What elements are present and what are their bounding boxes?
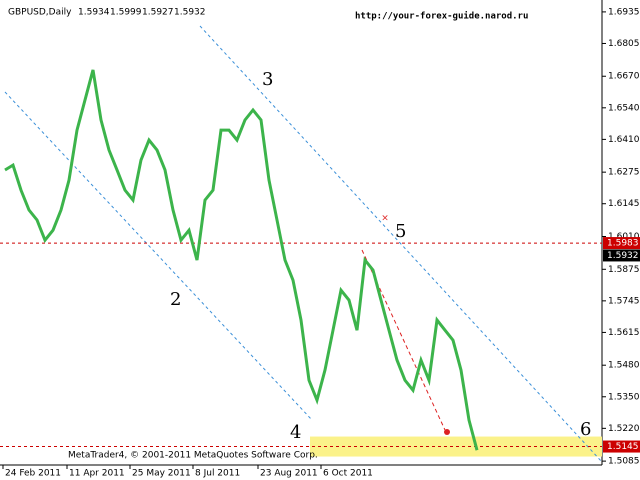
y-tick-label: 1.5350 — [608, 392, 640, 402]
high: 1.5999 — [110, 8, 142, 18]
wave-label: 5 — [395, 221, 406, 242]
low: 1.5927 — [142, 8, 174, 18]
y-tick-label: 1.6275 — [608, 168, 640, 178]
arrow-head — [444, 429, 450, 435]
footer: MetaTrader4, © 2001-2011 MetaQuotes Soft… — [68, 451, 318, 461]
level-box — [603, 237, 640, 250]
x-tick-label: 25 May 2011 — [132, 469, 191, 479]
wave-label: 4 — [290, 422, 301, 443]
last-price-label: 1.5932 — [607, 251, 639, 261]
y-tick-label: 1.5220 — [608, 424, 640, 434]
trend-line — [4, 91, 313, 421]
y-tick-label: 1.6935 — [608, 7, 640, 17]
level-label: 1.5145 — [607, 442, 639, 452]
wave-label: 6 — [580, 419, 591, 440]
y-tick-label: 1.5085 — [608, 457, 640, 467]
y-tick-label: 1.5615 — [608, 328, 640, 338]
x-tick-label: 23 Aug 2011 — [260, 469, 318, 479]
x-tick-label: 11 Apr 2011 — [69, 469, 125, 479]
level-box — [603, 440, 640, 453]
y-tick-label: 1.5480 — [608, 361, 640, 371]
forecast-arrow — [361, 249, 446, 431]
y-tick-label: 1.6540 — [608, 103, 640, 113]
watermark: http://your-forex-guide.narod.ru — [355, 11, 528, 22]
trend-line — [199, 25, 603, 463]
y-tick-label: 1.6805 — [608, 39, 640, 49]
y-tick-label: 1.6670 — [608, 72, 640, 82]
x-tick-label: 24 Feb 2011 — [5, 469, 61, 479]
price-line — [4, 69, 479, 451]
close: 1.5932 — [174, 8, 206, 18]
wave-label: 3 — [262, 69, 273, 90]
x-tick-label: 6 Oct 2011 — [323, 469, 373, 479]
y-tick-label: 1.6145 — [608, 199, 640, 209]
y-tick-label: 1.5745 — [608, 296, 640, 306]
open: 1.5934 — [78, 8, 110, 18]
x-tick-label: 8 Jul 2011 — [195, 469, 240, 479]
wave-label: 2 — [170, 289, 181, 310]
y-tick-label: 1.6010 — [608, 232, 640, 242]
level-label: 1.5983 — [607, 239, 639, 249]
last-price-box — [603, 249, 640, 262]
symbol: GBPUSD,Daily — [8, 8, 72, 18]
y-tick-label: 1.6410 — [608, 135, 640, 145]
cross-marker: × — [381, 214, 389, 224]
y-tick-label: 1.5875 — [608, 265, 640, 275]
